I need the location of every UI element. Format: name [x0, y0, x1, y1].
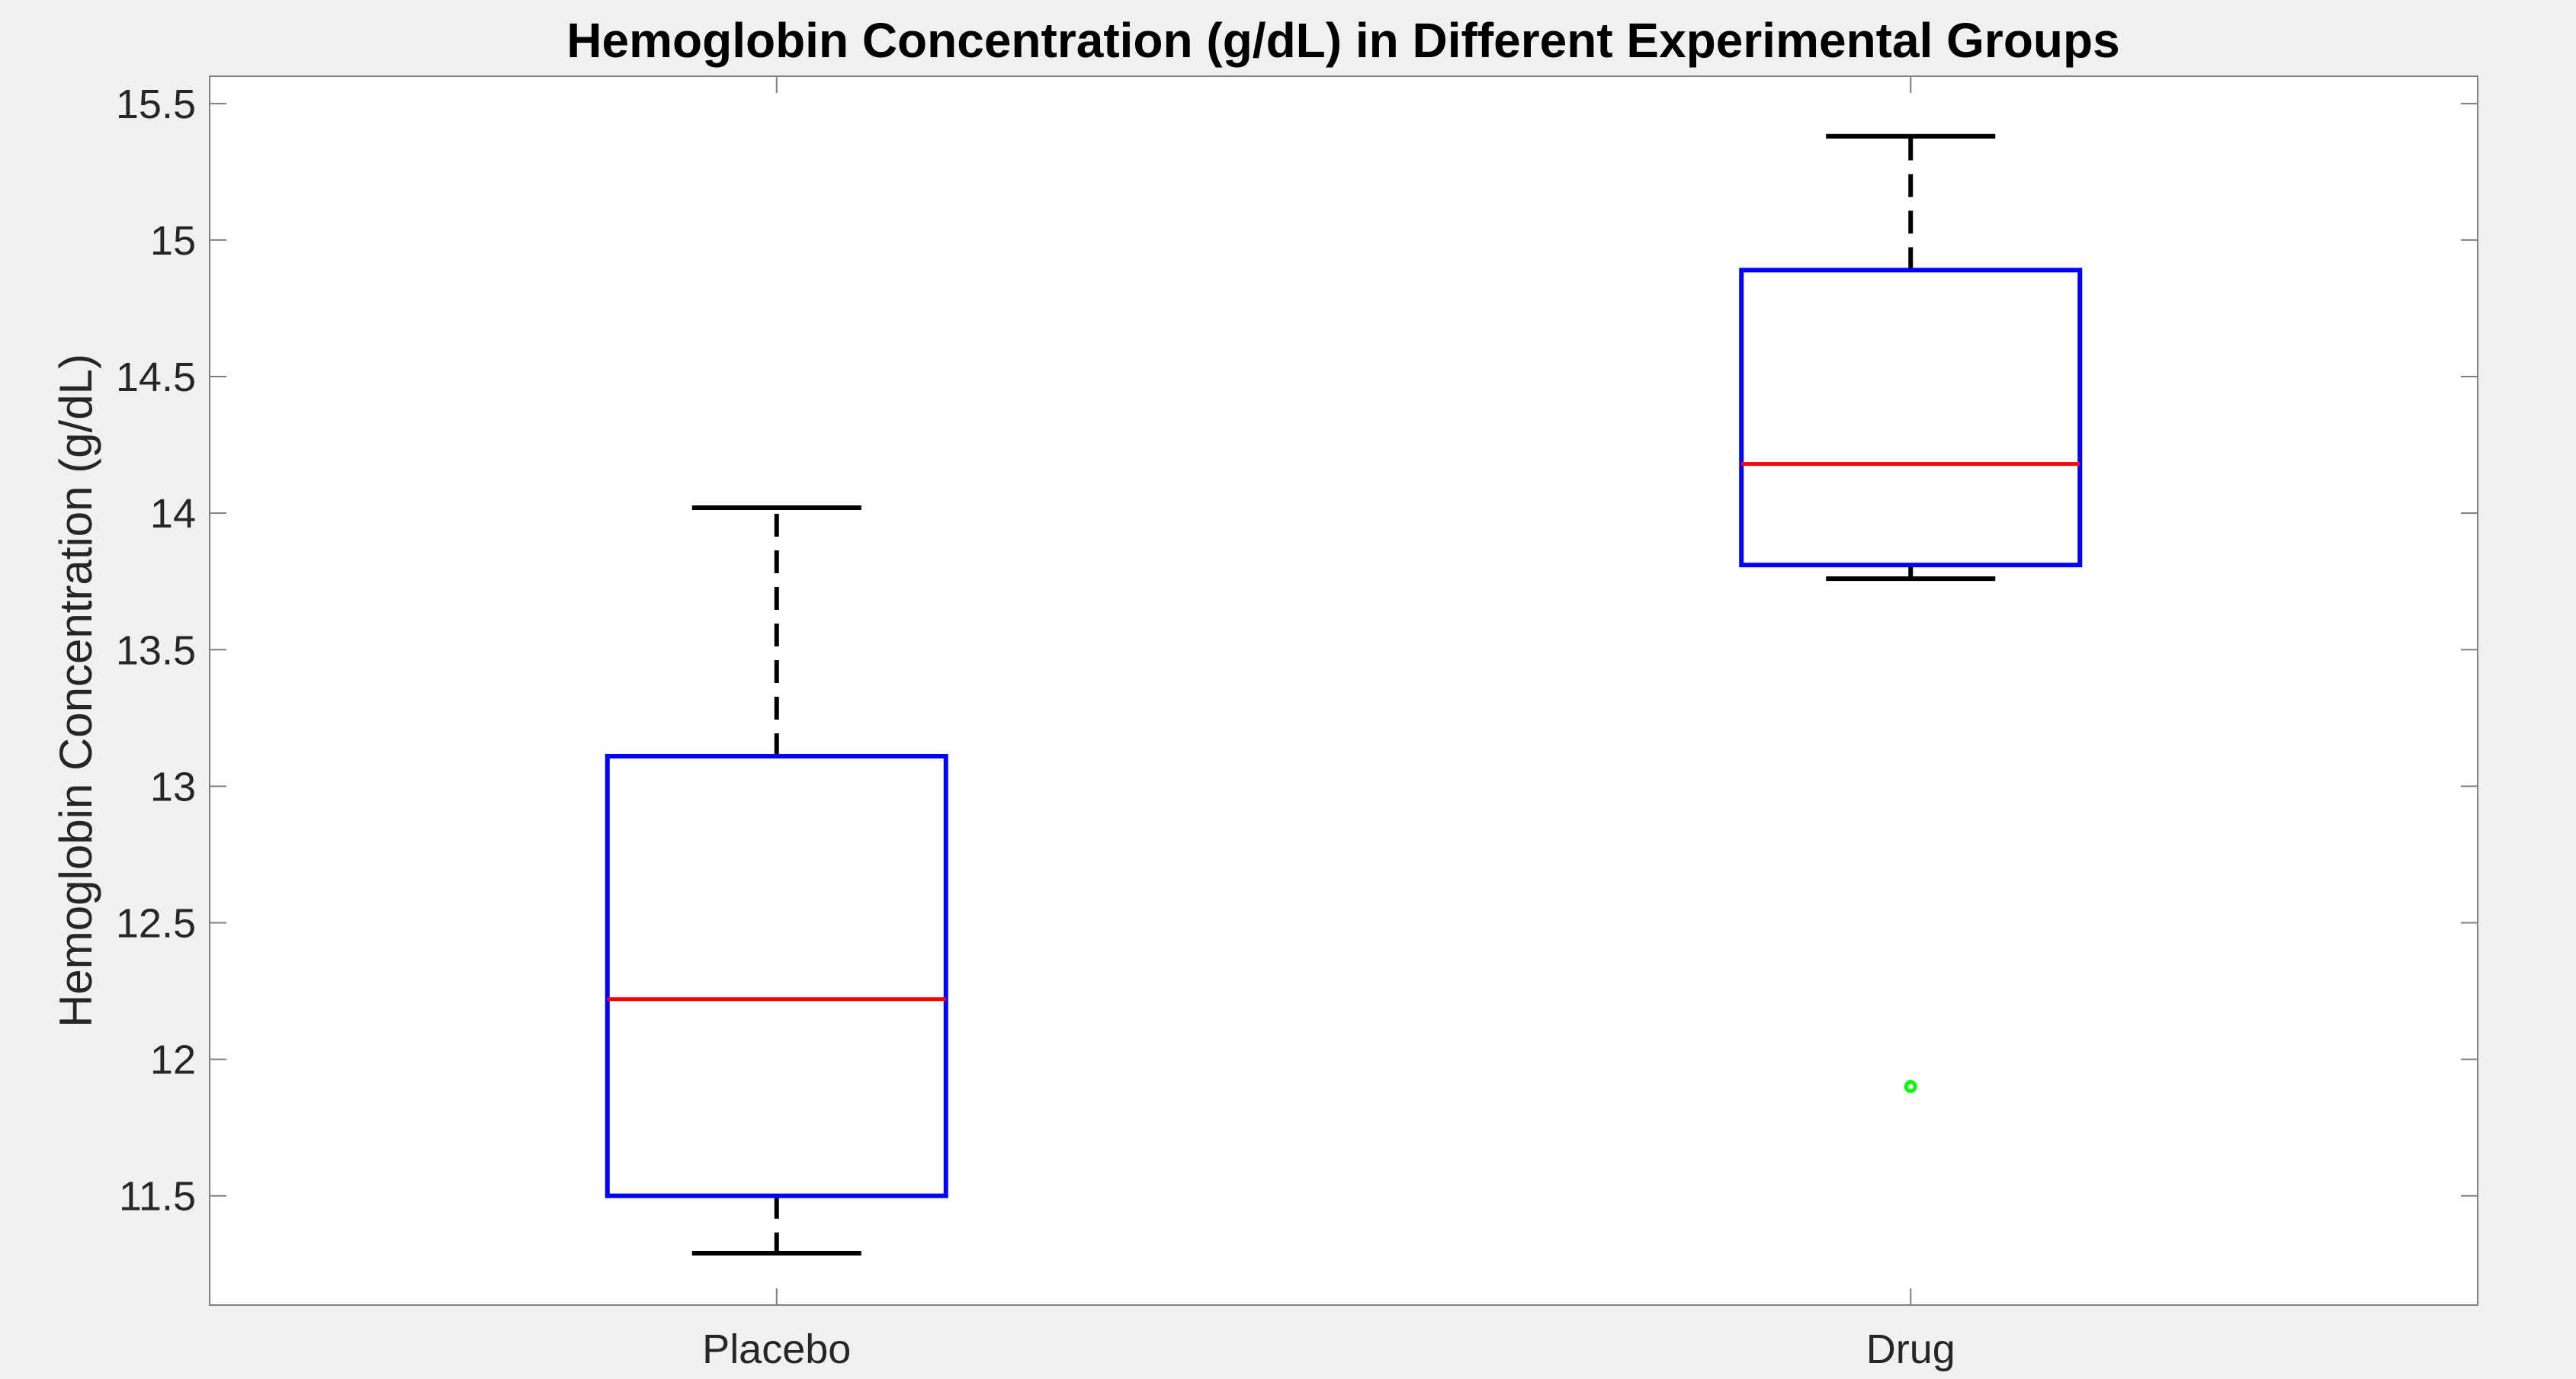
- y-tick-label: 11.5: [119, 1174, 196, 1220]
- y-tick-label: 14.5: [116, 354, 196, 400]
- chart-title: Hemoglobin Concentration (g/dL) in Diffe…: [566, 13, 2119, 68]
- axis-ticks: 11.5 12 12.5 13 13.5 14 14.5 15 15.5 Placebo Drug: [116, 76, 2478, 1372]
- y-tick-label: 13: [150, 764, 196, 810]
- box-group-drug: [1739, 133, 2083, 1093]
- box-group-placebo: [605, 505, 948, 1256]
- outlier-point: [1904, 1079, 1917, 1093]
- box-iqr: [1739, 268, 2083, 568]
- x-tick-label: Drug: [1866, 1326, 1955, 1372]
- x-tick-label: Placebo: [702, 1326, 851, 1372]
- box-series: [605, 133, 2083, 1256]
- y-tick-label: 12: [150, 1037, 196, 1083]
- box-iqr: [605, 753, 948, 1198]
- y-axis-label: Hemoglobin Concentration (g/dL): [50, 354, 101, 1028]
- y-tick-label: 12.5: [116, 900, 196, 946]
- plot-area: [210, 76, 2478, 1305]
- y-tick-label: 13.5: [116, 627, 196, 673]
- axes-frame: [209, 75, 2478, 1306]
- y-tick-label: 15.5: [116, 82, 196, 127]
- y-tick-label: 15: [150, 218, 196, 264]
- y-tick-label: 14: [150, 491, 196, 537]
